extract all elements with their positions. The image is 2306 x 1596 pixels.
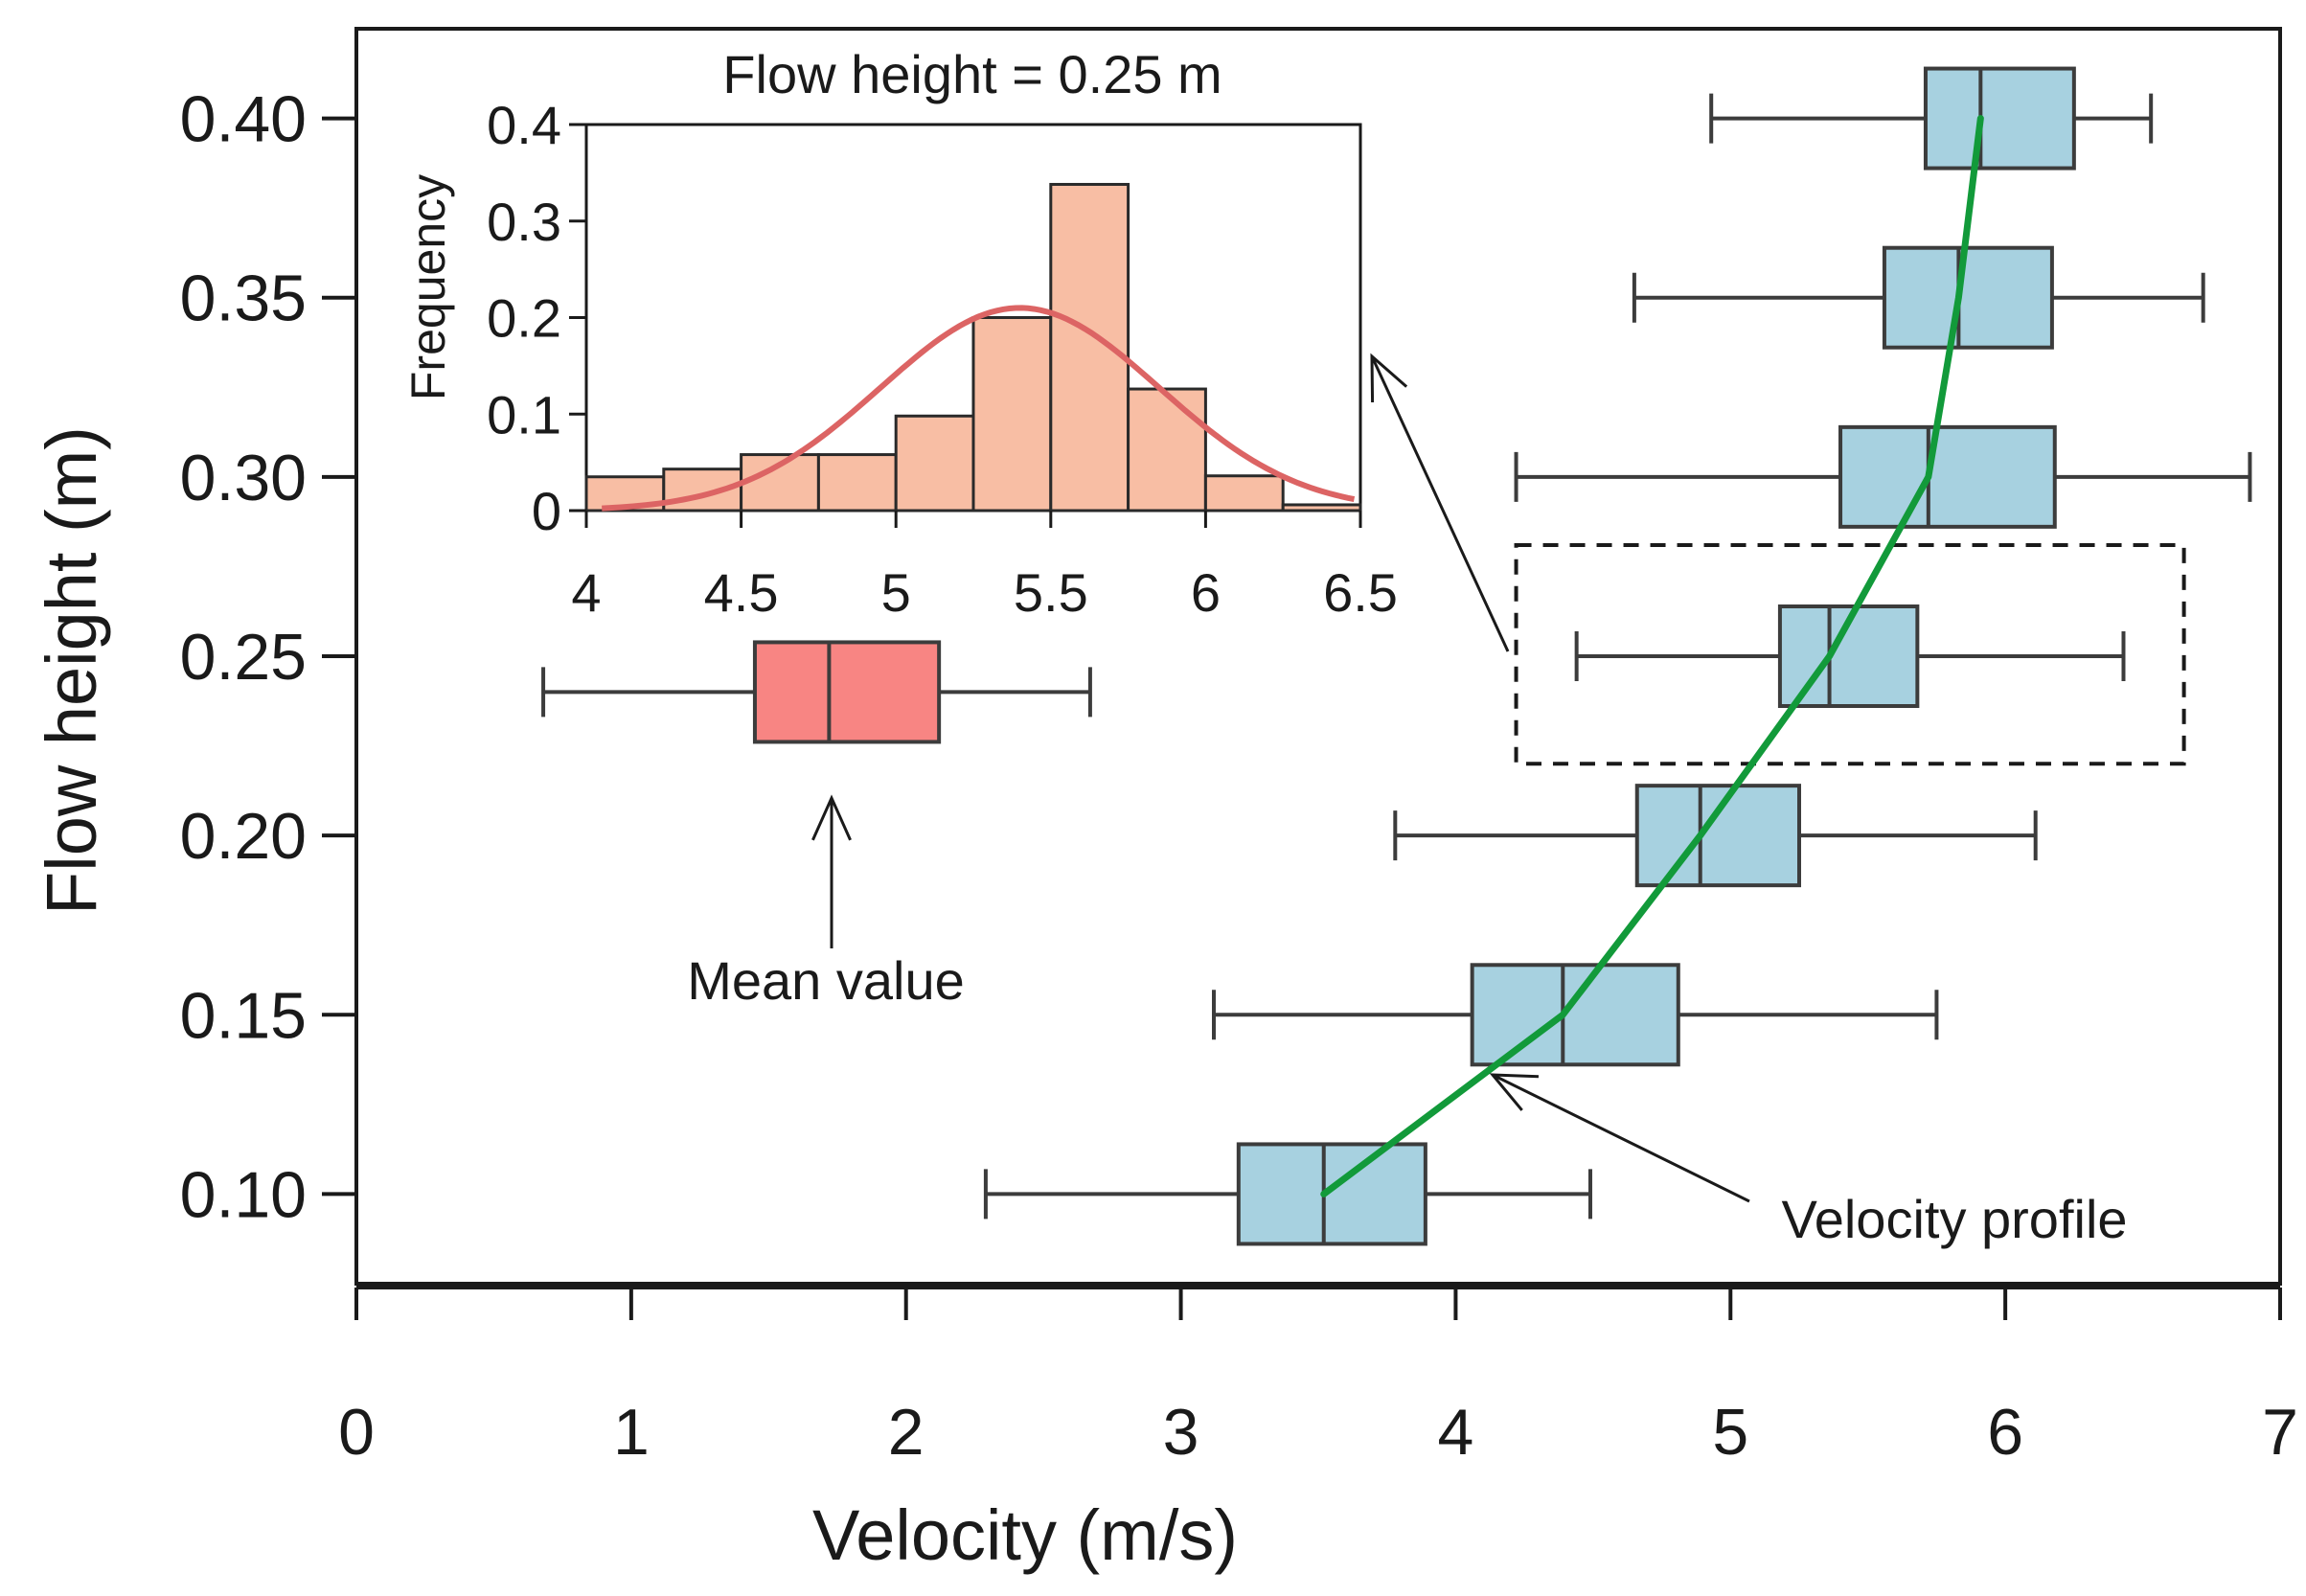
arrow-shaft	[1370, 355, 1510, 652]
histogram-x-tick-label: 6.5	[1323, 562, 1398, 623]
main-y-tick-label: 0.35	[180, 262, 307, 335]
histogram-x-tick-label: 4.5	[704, 562, 779, 623]
histogram-bar	[894, 414, 975, 513]
box-iqr	[752, 640, 942, 744]
mean-value-annotation: Mean value	[687, 950, 965, 1011]
histogram-y-tick-label: 0	[532, 481, 561, 541]
main-y-tick-label: 0.10	[180, 1158, 307, 1231]
boxplot-box	[1709, 66, 2154, 171]
normal-fit-curve	[602, 305, 1356, 512]
arrow-head	[1489, 1073, 1540, 1111]
main-x-tick-label: 4	[1438, 1396, 1474, 1469]
mean-value-example-box	[541, 640, 1092, 744]
inset-pointer-arrow	[1370, 353, 1510, 652]
boxplot-box	[1514, 424, 2252, 529]
histogram-y-tick-label: 0.3	[487, 192, 561, 252]
main-x-tick-label: 5	[1712, 1396, 1748, 1469]
main-x-tick-label: 2	[888, 1396, 925, 1469]
histogram-bar	[971, 316, 1053, 513]
main-y-tick-label: 0.40	[180, 83, 307, 156]
histogram-y-tick-label: 0.2	[487, 288, 561, 349]
histogram-title: Flow height = 0.25 m	[722, 44, 1221, 104]
main-x-tick-label: 7	[2262, 1396, 2298, 1469]
main-y-tick-label: 0.25	[180, 621, 307, 694]
main-x-axis-label: Velocity (m/s)	[812, 1495, 1238, 1575]
highlight-dashed-box	[1514, 542, 2186, 766]
boxplot-box	[1211, 963, 1939, 1067]
histogram-bar	[1281, 503, 1362, 513]
main-x-axis: 0 1 2 3 4 5 6 7	[338, 1286, 2298, 1469]
velocity-profile-annotation: Velocity profile	[1781, 1189, 2127, 1249]
mean-value-box	[541, 640, 1092, 744]
histogram-bar	[1127, 387, 1207, 513]
arrow-shaft	[1492, 1073, 1750, 1203]
boxplot-box	[983, 1142, 1592, 1246]
box-iqr	[1470, 963, 1680, 1067]
main-x-tick-label: 0	[338, 1396, 375, 1469]
main-x-tick-label: 1	[613, 1396, 650, 1469]
histogram-inset: 4 4.5 5 5.5 6 6.5 0 0.1 0.2 0.3 0.4	[487, 95, 1398, 623]
highlight-rectangle	[1514, 542, 2186, 766]
box-iqr	[1634, 784, 1801, 888]
main-x-tick-label: 6	[1987, 1396, 2023, 1469]
arrow-head	[811, 794, 852, 841]
main-y-tick-label: 0.15	[180, 979, 307, 1052]
boxplot-box	[1393, 784, 2038, 888]
main-y-axis-label: Flow height (m)	[32, 426, 111, 915]
histogram-y-tick-label: 0.4	[487, 95, 561, 155]
box-iqr	[1236, 1142, 1427, 1246]
histogram-bar	[1203, 474, 1285, 513]
velocity-profile-arrow	[1489, 1073, 1750, 1203]
histogram-y-tick-label: 0.1	[487, 384, 561, 445]
histogram-y-axis-label: Frequency	[401, 174, 455, 400]
main-y-tick-label: 0.20	[180, 800, 307, 873]
box-iqr	[1882, 245, 2054, 350]
arrow-head	[1370, 353, 1408, 403]
main-y-tick-label: 0.30	[180, 442, 307, 514]
histogram-x-tick-label: 6	[1191, 562, 1221, 623]
box-iqr	[1838, 424, 2057, 529]
boxplot-box	[1632, 245, 2205, 350]
histogram-bars	[584, 182, 1362, 513]
histogram-bar	[816, 453, 898, 513]
velocity-profile-line	[1320, 115, 1984, 1197]
velocity-profile-series	[1320, 115, 1984, 1197]
annotation-arrows	[811, 353, 1750, 1203]
histogram-bar	[1049, 182, 1130, 513]
main-x-tick-label: 3	[1163, 1396, 1199, 1469]
boxplot-series	[983, 66, 2252, 1246]
histogram-x-tick-label: 5	[881, 562, 911, 623]
main-y-axis: 0.10 0.15 0.20 0.25 0.30 0.35 0.40	[180, 83, 356, 1231]
mean-value-arrow	[811, 794, 852, 948]
histogram-x-tick-label: 5.5	[1014, 562, 1088, 623]
histogram-x-tick-label: 4	[571, 562, 601, 623]
box-iqr	[1923, 66, 2076, 171]
